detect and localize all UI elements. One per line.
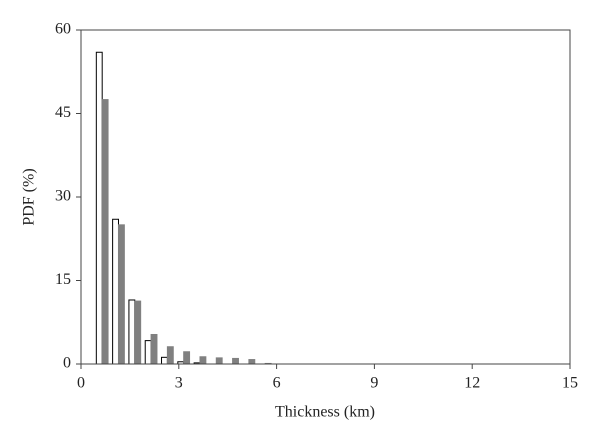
- y-tick-label: 15: [55, 271, 71, 288]
- bar: [95, 51, 103, 365]
- bar: [134, 300, 142, 365]
- bar: [144, 340, 152, 365]
- x-axis-label: Thickness (km): [275, 404, 375, 421]
- x-tick-label: 9: [370, 375, 378, 392]
- y-tick-label: 0: [63, 355, 71, 372]
- bar: [128, 299, 136, 365]
- y-tick-label: 60: [55, 21, 71, 38]
- bar: [166, 346, 174, 365]
- bar: [101, 99, 109, 365]
- bar: [215, 357, 223, 365]
- y-tick-label: 45: [55, 104, 71, 121]
- bar: [248, 359, 256, 365]
- bar: [161, 356, 168, 365]
- x-tick-label: 15: [562, 375, 578, 392]
- bar: [183, 351, 191, 365]
- x-tick-label: 3: [175, 375, 183, 392]
- bar: [112, 218, 119, 365]
- x-tick-label: 12: [464, 375, 480, 392]
- y-axis-label: PDF (%): [21, 168, 38, 225]
- bar: [199, 356, 207, 365]
- bar: [150, 333, 158, 365]
- bar: [117, 224, 125, 365]
- plot-frame: [80, 29, 571, 365]
- bar: [232, 357, 239, 365]
- x-tick-label: 0: [77, 375, 85, 392]
- x-tick-label: 6: [273, 375, 281, 392]
- y-tick-label: 30: [55, 188, 71, 205]
